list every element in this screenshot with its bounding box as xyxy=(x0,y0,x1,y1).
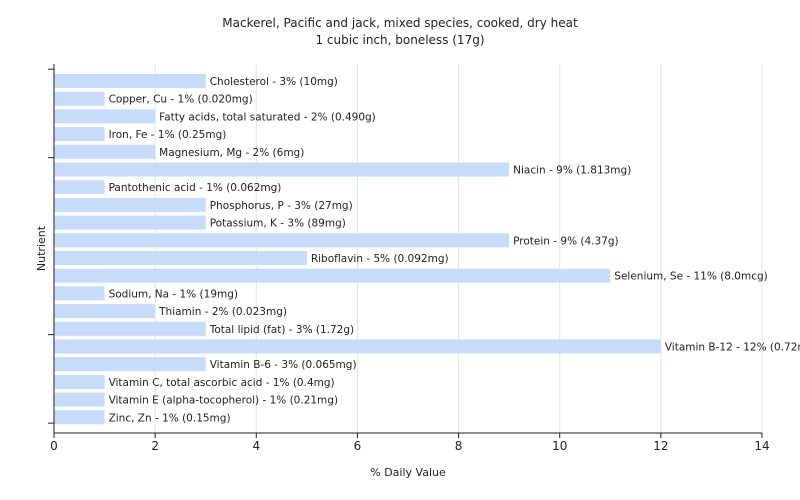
bar-label-7: Phosphorus, P - 3% (27mg) xyxy=(210,200,353,212)
bar-label-9: Protein - 9% (4.37g) xyxy=(513,235,619,247)
x-tick-label-3: 6 xyxy=(354,439,362,453)
x-tick-label-4: 8 xyxy=(455,439,463,453)
bar-label-0: Cholesterol - 3% (10mg) xyxy=(210,76,338,88)
bar-label-1: Copper, Cu - 1% (0.020mg) xyxy=(109,94,253,106)
bar-17 xyxy=(54,374,105,389)
bar-label-18: Vitamin E (alpha-tocopherol) - 1% (0.21m… xyxy=(109,395,338,407)
bar-label-17: Vitamin C, total ascorbic acid - 1% (0.4… xyxy=(109,377,335,389)
bar-label-12: Sodium, Na - 1% (19mg) xyxy=(109,288,238,300)
bar-label-8: Potassium, K - 3% (89mg) xyxy=(210,218,346,230)
bar-label-16: Vitamin B-6 - 3% (0.065mg) xyxy=(210,359,357,371)
x-tick-label-7: 14 xyxy=(754,439,769,453)
bar-label-6: Pantothenic acid - 1% (0.062mg) xyxy=(109,182,282,194)
x-tick-label-5: 10 xyxy=(552,439,567,453)
bar-label-4: Magnesium, Mg - 2% (6mg) xyxy=(159,147,304,159)
y-axis-title: Nutrient xyxy=(35,225,48,271)
x-axis-title: % Daily Value xyxy=(370,466,446,479)
bar-label-13: Thiamin - 2% (0.023mg) xyxy=(158,306,287,318)
x-tick-label-6: 12 xyxy=(653,439,668,453)
bar-4 xyxy=(54,144,156,159)
bar-13 xyxy=(54,304,156,319)
bar-19 xyxy=(54,410,105,425)
bar-5 xyxy=(54,162,510,177)
bar-6 xyxy=(54,180,105,195)
bar-15 xyxy=(54,339,661,354)
bar-label-15: Vitamin B-12 - 12% (0.72mcg) xyxy=(665,342,800,354)
bar-label-3: Iron, Fe - 1% (0.25mg) xyxy=(109,129,227,141)
bar-11 xyxy=(54,268,611,283)
bar-7 xyxy=(54,197,206,212)
bar-label-11: Selenium, Se - 11% (8.0mcg) xyxy=(614,271,767,283)
bar-label-2: Fatty acids, total saturated - 2% (0.490… xyxy=(159,111,376,123)
bar-16 xyxy=(54,357,206,372)
bar-0 xyxy=(54,74,206,88)
x-tick-label-2: 4 xyxy=(252,439,260,453)
bar-label-5: Niacin - 9% (1.813mg) xyxy=(513,165,631,177)
bar-12 xyxy=(54,286,105,301)
bar-18 xyxy=(54,392,105,407)
bar-2 xyxy=(54,109,156,124)
bar-1 xyxy=(54,91,105,106)
bar-9 xyxy=(54,233,510,248)
chart-title: Mackerel, Pacific and jack, mixed specie… xyxy=(222,16,578,30)
bar-14 xyxy=(54,321,206,336)
bar-10 xyxy=(54,251,307,265)
chart-subtitle: 1 cubic inch, boneless (17g) xyxy=(315,33,485,47)
bar-label-19: Zinc, Zn - 1% (0.15mg) xyxy=(109,412,231,424)
bar-label-14: Total lipid (fat) - 3% (1.72g) xyxy=(209,324,354,336)
x-tick-label-1: 2 xyxy=(151,439,159,453)
x-tick-label-0: 0 xyxy=(50,439,58,453)
bar-8 xyxy=(54,215,206,230)
bar-label-10: Riboflavin - 5% (0.092mg) xyxy=(311,253,449,265)
bar-3 xyxy=(54,127,105,142)
